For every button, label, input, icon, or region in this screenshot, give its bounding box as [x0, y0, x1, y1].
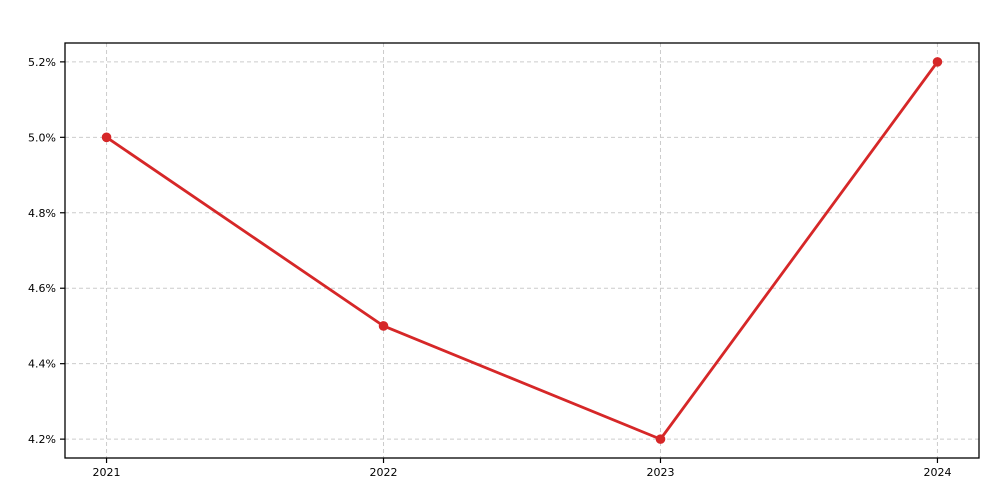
y-tick-label: 4.2%	[28, 433, 56, 446]
data-point-2024	[932, 57, 943, 67]
data-point-2022	[378, 321, 389, 331]
uninsured-rate-trend-line	[105, 60, 939, 441]
data-point-2023	[655, 434, 666, 444]
x-tick-label: 2021	[93, 466, 121, 479]
x-tick-label: 2023	[646, 466, 674, 479]
y-tick-label: 4.6%	[28, 282, 56, 295]
x-tick-label: 2024	[923, 466, 951, 479]
axes-border	[64, 42, 980, 459]
y-tick-label: 5.0%	[28, 131, 56, 144]
x-tick-label: 2022	[370, 466, 398, 479]
y-tick-label: 5.2%	[28, 56, 56, 69]
y-tick-label: 4.8%	[28, 207, 56, 220]
data-point-2021	[101, 132, 112, 143]
y-tick-label: 4.4%	[28, 358, 56, 371]
